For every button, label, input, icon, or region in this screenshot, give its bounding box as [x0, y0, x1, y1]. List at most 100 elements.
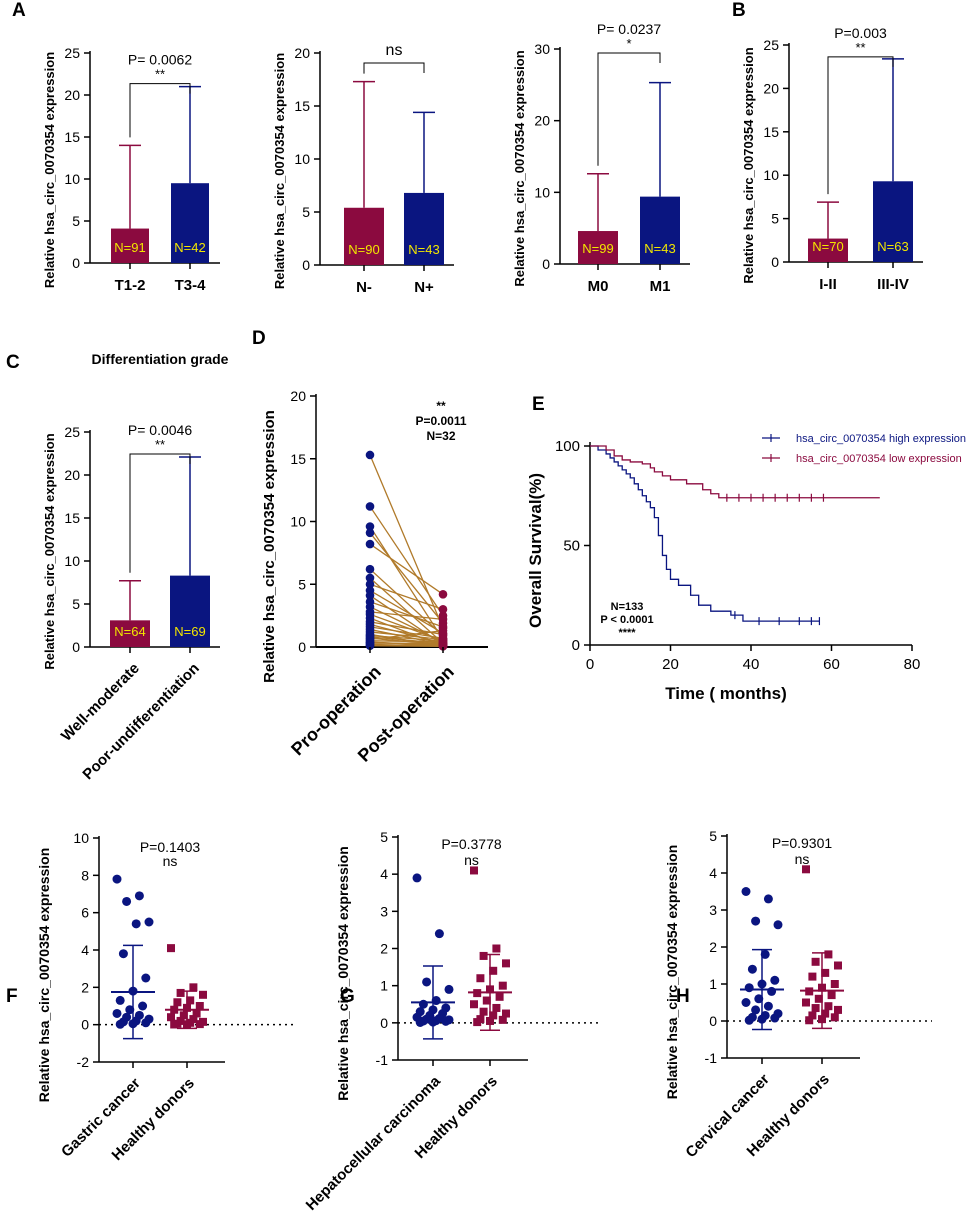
pre-point [365, 579, 375, 589]
significance-mark: ns [386, 42, 403, 59]
y-tick-label: 3 [709, 902, 717, 918]
data-point [167, 944, 175, 953]
y-tick-label: 0 [572, 637, 580, 654]
data-point [415, 1017, 425, 1027]
data-point [179, 1011, 188, 1020]
data-point [125, 1005, 135, 1015]
y-axis-label: Relative hsa_circ_0070354 expression [42, 52, 57, 288]
panel-letter: C [6, 352, 20, 373]
chart-E: 0 50 100 0 20 40 60 80 Time ( months) Overall Sur… [526, 433, 966, 703]
data-point [167, 1013, 175, 1022]
data-point [824, 950, 833, 959]
y-tick-label: 1 [380, 978, 388, 994]
data-point [802, 865, 810, 874]
significance-mark: ns [163, 853, 178, 869]
y-axis-label: Overall Survival(%) [526, 473, 545, 628]
y-tick-label: 5 [380, 829, 388, 845]
paired-line [369, 568, 444, 637]
x-tick-label: N+ [414, 279, 434, 296]
data-point [131, 919, 141, 929]
data-point [821, 968, 830, 977]
pre-point [365, 450, 375, 460]
pre-point [365, 502, 375, 511]
data-point [827, 991, 836, 1000]
paired-line [369, 526, 444, 640]
y-tick-label: 0 [542, 256, 550, 272]
data-point [744, 1015, 754, 1025]
bar-Poor-undifferentiation [170, 575, 210, 647]
y-tick-label: 0 [72, 255, 80, 271]
bar-T1-2 [111, 228, 149, 263]
data-point [814, 994, 823, 1003]
data-point [741, 887, 751, 896]
y-tick-label: 0 [380, 1015, 388, 1031]
y-tick-label: 15 [64, 510, 80, 526]
y-tick-label: 20 [294, 45, 310, 61]
chart-D: 0 5 10 15 20 Relative hsa_circ_0070354 expres… [261, 388, 488, 766]
bar-n-label: N=99 [582, 241, 613, 256]
data-point [434, 929, 444, 939]
y-tick-label: 25 [763, 37, 779, 53]
panel-letter: A [12, 0, 26, 21]
y-tick-label: 25 [64, 424, 80, 440]
data-point [138, 1001, 148, 1011]
data-point [773, 920, 783, 930]
data-point [802, 998, 810, 1007]
x-tick-label: Poor-undifferentiation [79, 660, 202, 783]
paired-line [369, 635, 444, 642]
paired-line [369, 454, 444, 629]
significance-bracket [597, 52, 661, 166]
data-point [482, 996, 491, 1005]
post-point [438, 642, 448, 651]
bar-Well-moderate [110, 620, 150, 647]
data-point [479, 1007, 488, 1016]
data-point [199, 990, 207, 999]
data-point [176, 988, 185, 997]
post-point [438, 626, 448, 635]
x-tick-label: I-II [819, 276, 837, 293]
y-tick-label: 0 [771, 254, 779, 270]
x-axis-label: Time ( months) [665, 684, 787, 703]
y-tick-label: 20 [534, 113, 550, 129]
y-tick-label: 0 [81, 1017, 89, 1033]
legend-label: hsa_circ_0070354 high expression [796, 433, 966, 445]
data-point [441, 1016, 451, 1026]
data-point [170, 1020, 179, 1029]
data-point [444, 984, 454, 994]
paired-line [369, 506, 444, 616]
data-point [834, 961, 842, 970]
data-point [189, 983, 198, 992]
data-point [770, 975, 780, 985]
y-tick-label: 10 [64, 553, 80, 569]
data-point [751, 916, 761, 926]
y-tick-label: 3 [380, 903, 388, 919]
paired-line [369, 611, 444, 621]
data-point [112, 1008, 122, 1018]
paired-line [369, 589, 444, 634]
pre-point [365, 641, 375, 651]
y-tick-label: 2 [380, 941, 388, 957]
bar-n-label: N=43 [408, 242, 439, 257]
y-axis-label: Relative hsa_circ_0070354 expression [36, 848, 52, 1103]
data-point [492, 944, 501, 953]
y-tick-label: 20 [290, 388, 306, 404]
p-value: P= 0.0046 [128, 422, 192, 438]
bar-M0 [578, 231, 618, 264]
data-point [489, 966, 498, 975]
data-point [473, 1018, 482, 1027]
p-value: P= 0.0062 [128, 52, 192, 68]
y-tick-label: 10 [73, 830, 89, 846]
y-tick-label: 2 [81, 979, 89, 995]
bar-T3-4 [171, 183, 209, 263]
panel-letter: H [676, 986, 690, 1007]
chart-A3: 0 10 20 30 Relative hsa_circ_0070354 express… [512, 21, 690, 295]
data-point [476, 974, 485, 983]
p-value: P=0.1403 [140, 839, 201, 855]
data-point [770, 1013, 780, 1023]
y-tick-label: 0 [298, 639, 306, 655]
data-point [173, 998, 182, 1007]
data-point [489, 1011, 498, 1020]
y-tick-label: 5 [298, 576, 306, 592]
survival-annotation: P < 0.0001 [600, 614, 653, 626]
data-point [192, 1009, 201, 1018]
